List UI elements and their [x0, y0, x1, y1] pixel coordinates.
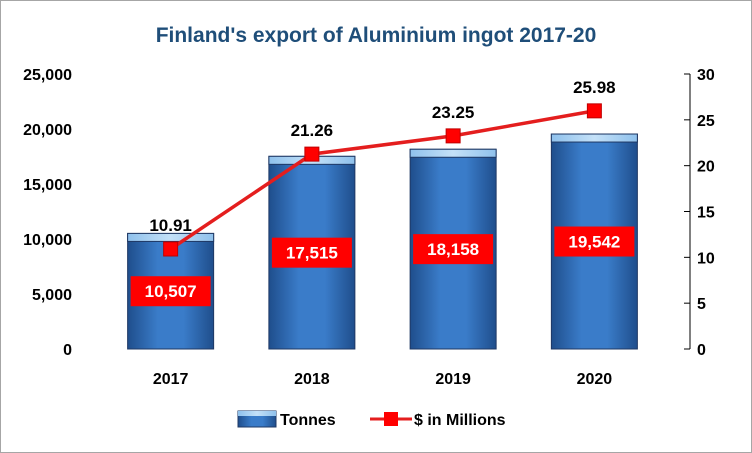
right-axis: 0 5 10 15 20 25 30: [684, 67, 715, 359]
right-tick-label: 20: [697, 159, 715, 176]
left-tick-label: 25,000: [23, 67, 72, 84]
legend-item-tonnes: Tonnes: [237, 410, 336, 429]
bar-value-label: 19,542: [568, 233, 620, 252]
legend-marker-swatch: [384, 412, 398, 426]
category-axis: 2017 2018 2019 2020: [153, 371, 612, 388]
category-label: 2019: [435, 371, 471, 388]
legend-item-dollars: $ in Millions: [370, 412, 506, 429]
line-value-label: 23.25: [432, 103, 475, 122]
left-tick-label: 5,000: [32, 287, 72, 304]
category-label: 2018: [294, 371, 330, 388]
bar-value-box: [413, 234, 494, 265]
bar-top: [127, 232, 215, 242]
bar-value-box: [130, 276, 211, 307]
line-value-label: 21.26: [291, 121, 334, 140]
bar-value-box: [271, 237, 352, 268]
bar-series: 10,507 17,515 18,158 19,542: [127, 133, 638, 350]
category-label: 2020: [577, 371, 613, 388]
bar-value-label: 18,158: [427, 240, 479, 259]
legend-label-dollars: $ in Millions: [414, 412, 506, 429]
right-tick-label: 30: [697, 67, 715, 84]
line-marker: [445, 128, 461, 144]
legend-bar-swatch-top: [238, 411, 276, 416]
right-tick-label: 25: [697, 113, 715, 130]
right-tick-label: 15: [697, 205, 715, 222]
line-marker: [304, 146, 320, 162]
line-series: 10.91 21.26 23.25 25.98: [149, 78, 616, 257]
bar-value-label: 17,515: [286, 244, 338, 263]
chart-title: Finland's export of Aluminium ingot 2017…: [156, 24, 597, 47]
left-axis: 0 5,000 10,000 15,000 20,000 25,000: [23, 67, 72, 359]
category-label: 2017: [153, 371, 189, 388]
legend-label-tonnes: Tonnes: [280, 412, 336, 429]
bar-value-box: [554, 226, 635, 257]
line-marker: [586, 103, 602, 119]
right-tick-label: 0: [697, 342, 706, 359]
left-tick-label: 10,000: [23, 232, 72, 249]
right-tick-label: 5: [697, 296, 706, 313]
line-value-label: 25.98: [573, 78, 616, 97]
bar-value-label: 10,507: [145, 282, 197, 301]
bar-top: [550, 133, 638, 143]
left-tick-label: 15,000: [23, 177, 72, 194]
left-tick-label: 20,000: [23, 122, 72, 139]
right-tick-label: 10: [697, 250, 715, 267]
line-path: [169, 109, 595, 251]
line-marker: [163, 241, 179, 257]
bar-top: [409, 148, 497, 158]
left-tick-label: 0: [63, 342, 72, 359]
legend: Tonnes $ in Millions: [237, 410, 506, 429]
line-value-label: 10.91: [149, 216, 192, 235]
